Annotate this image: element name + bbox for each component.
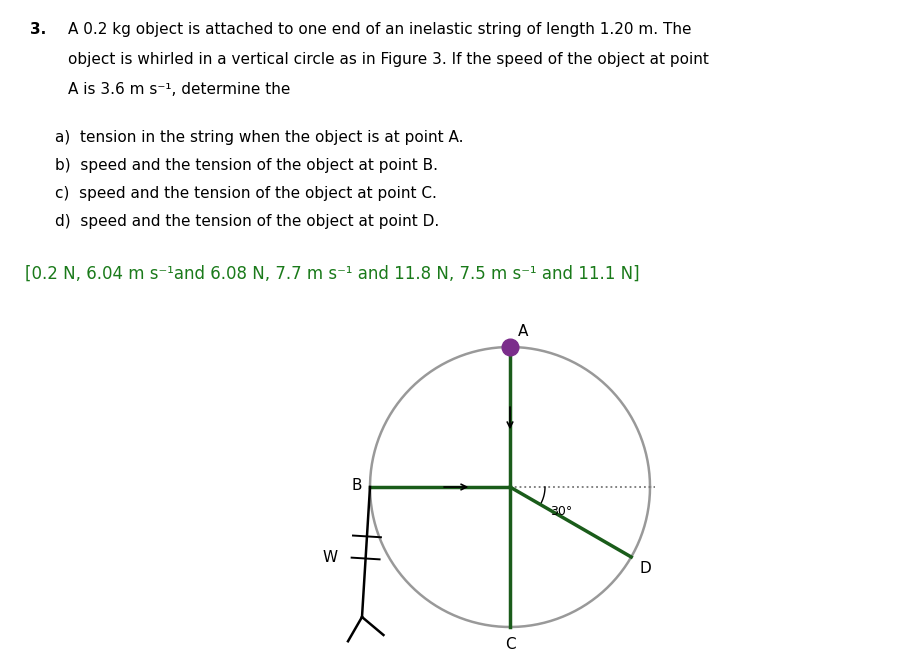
Text: a)  tension in the string when the object is at point A.: a) tension in the string when the object… [55, 130, 463, 145]
Text: C: C [505, 637, 515, 652]
Text: [0.2 N, 6.04 m s⁻¹and 6.08 N, 7.7 m s⁻¹ and 11.8 N, 7.5 m s⁻¹ and 11.1 N]: [0.2 N, 6.04 m s⁻¹and 6.08 N, 7.7 m s⁻¹ … [25, 265, 639, 283]
Text: 3.: 3. [30, 22, 47, 37]
Text: D: D [639, 561, 651, 576]
Text: object is whirled in a vertical circle as in Figure 3. If the speed of the objec: object is whirled in a vertical circle a… [68, 52, 709, 67]
Text: A: A [518, 324, 528, 339]
Text: 30°: 30° [550, 505, 572, 518]
Text: W: W [322, 549, 338, 565]
Text: b)  speed and the tension of the object at point B.: b) speed and the tension of the object a… [55, 158, 438, 173]
Text: A is 3.6 m s⁻¹, determine the: A is 3.6 m s⁻¹, determine the [68, 82, 290, 97]
Text: B: B [351, 478, 362, 492]
Text: A 0.2 kg object is attached to one end of an inelastic string of length 1.20 m. : A 0.2 kg object is attached to one end o… [68, 22, 691, 37]
Text: c)  speed and the tension of the object at point C.: c) speed and the tension of the object a… [55, 186, 436, 201]
Text: d)  speed and the tension of the object at point D.: d) speed and the tension of the object a… [55, 214, 439, 229]
